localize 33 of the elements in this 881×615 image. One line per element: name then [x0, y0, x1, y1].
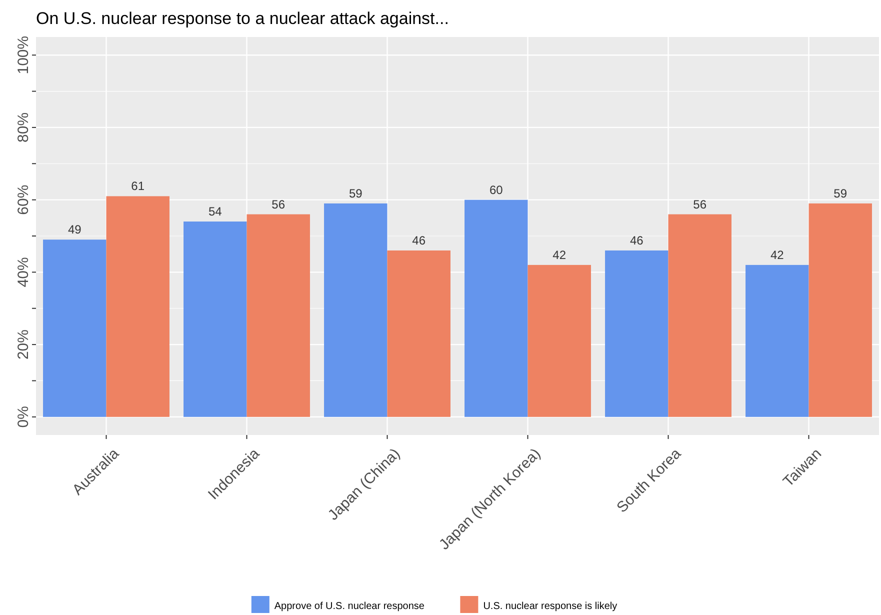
- bar: [464, 200, 528, 417]
- bar: [746, 264, 809, 417]
- bar: [605, 250, 668, 417]
- bar: [387, 250, 450, 417]
- legend-label: U.S. nuclear response is likely: [483, 601, 618, 612]
- y-tick-label: 100%: [15, 36, 32, 74]
- y-tick-label: 20%: [15, 330, 32, 360]
- y-tick-label: 0%: [15, 406, 32, 428]
- bar: [528, 264, 591, 417]
- data-label: 46: [630, 233, 644, 248]
- bar: [324, 203, 388, 417]
- data-label: 61: [131, 179, 145, 194]
- chart-title: On U.S. nuclear response to a nuclear attack against...: [36, 9, 449, 28]
- y-tick-label: 80%: [15, 112, 32, 142]
- legend-label: Approve of U.S. nuclear response: [274, 601, 425, 612]
- y-tick-label: 60%: [15, 184, 32, 215]
- data-label: 49: [68, 222, 82, 237]
- bar: [106, 196, 170, 417]
- bar: [808, 203, 872, 417]
- data-label: 56: [272, 197, 286, 212]
- data-label: 56: [693, 197, 707, 212]
- data-label: 42: [552, 248, 566, 262]
- bar: [246, 214, 310, 417]
- data-label: 59: [834, 186, 848, 200]
- bar: [43, 240, 106, 417]
- bar: [184, 222, 247, 417]
- bar: [668, 214, 732, 417]
- data-label: 60: [489, 182, 504, 197]
- data-label: 42: [770, 248, 784, 262]
- data-label: 46: [412, 233, 426, 248]
- y-tick-label: 40%: [15, 257, 32, 288]
- data-label: 54: [208, 204, 222, 219]
- data-label: 59: [348, 186, 363, 200]
